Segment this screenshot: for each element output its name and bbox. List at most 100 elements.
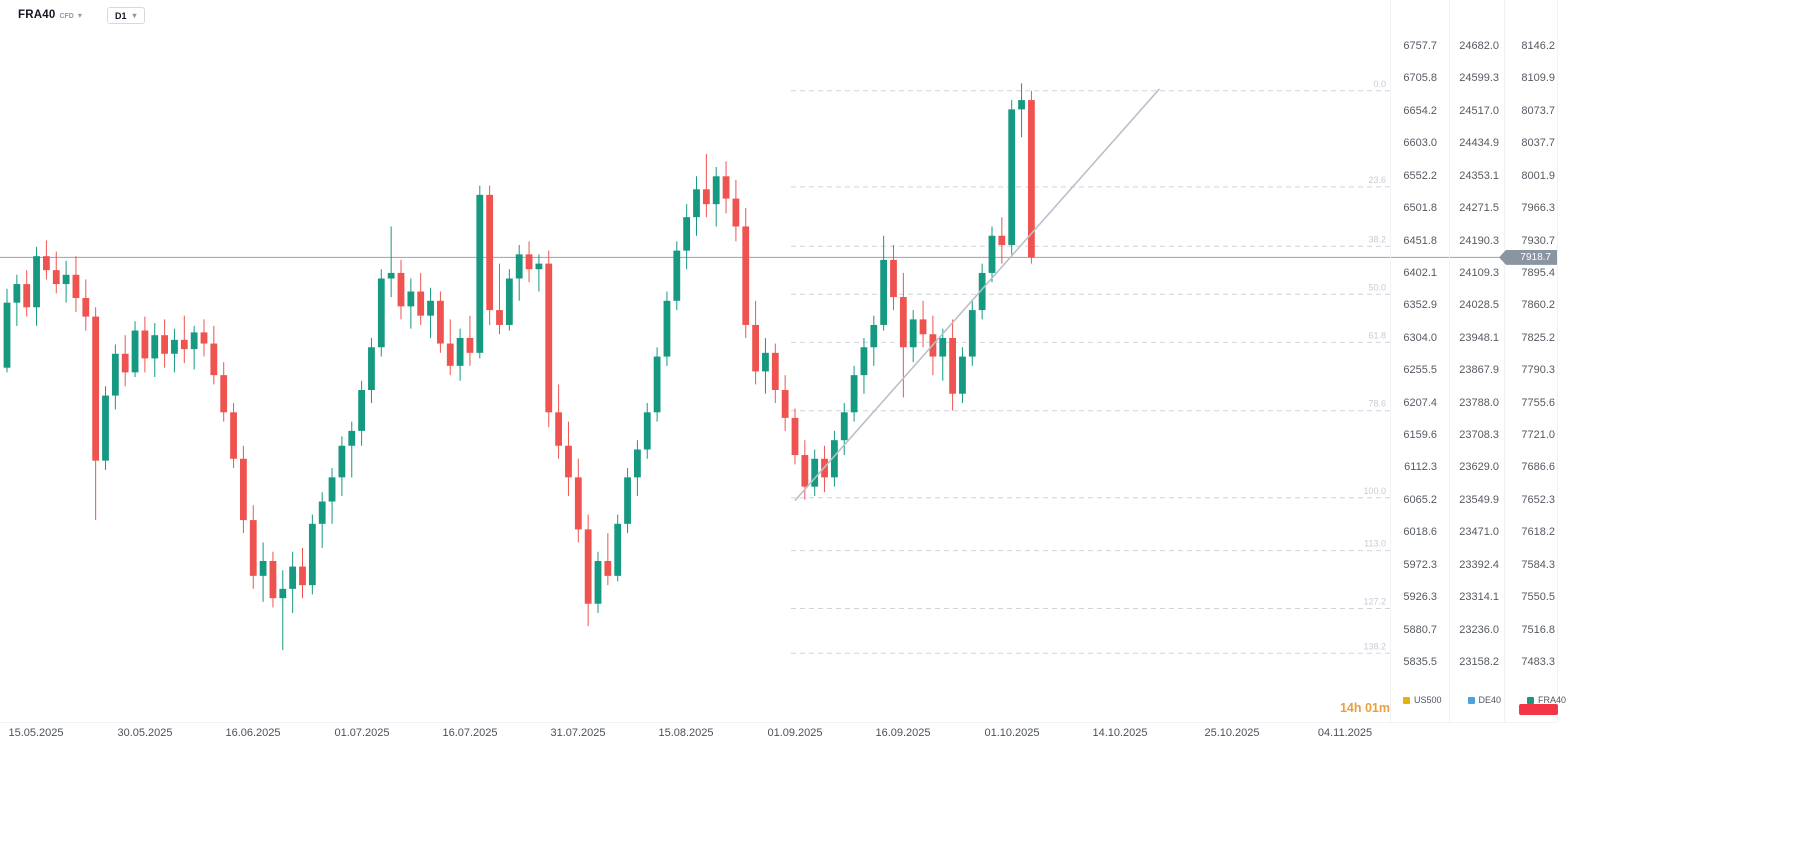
candle[interactable]	[978, 263, 986, 320]
candle[interactable]	[988, 226, 996, 283]
candle[interactable]	[407, 278, 415, 329]
candle[interactable]	[308, 514, 316, 595]
candle[interactable]	[348, 421, 356, 478]
candle[interactable]	[131, 321, 139, 377]
candle[interactable]	[161, 319, 168, 368]
candle[interactable]	[732, 179, 740, 242]
candle[interactable]	[683, 204, 691, 270]
candle[interactable]	[870, 315, 878, 366]
candle[interactable]	[594, 551, 602, 614]
candle[interactable]	[811, 449, 819, 496]
symbol-selector[interactable]: FRA40 CFD ▾	[18, 9, 82, 21]
candle[interactable]	[663, 291, 671, 366]
candle[interactable]	[338, 436, 346, 496]
candle[interactable]	[1018, 83, 1025, 138]
candle[interactable]	[752, 300, 759, 385]
candle[interactable]	[525, 241, 533, 283]
candle[interactable]	[742, 207, 750, 338]
price-scale[interactable]: 6757.7 24682.0 8146.2 6705.8 24599.3 8109.9 66…	[1390, 0, 1558, 722]
candle[interactable]	[446, 319, 454, 376]
candle[interactable]	[437, 291, 444, 353]
candle[interactable]	[13, 274, 21, 326]
candle[interactable]	[358, 380, 365, 446]
time-axis[interactable]: 15.05.2025 30.05.2025 16.06.2025 01.07.2025…	[0, 727, 1560, 743]
candle[interactable]	[387, 226, 395, 298]
candle[interactable]	[486, 185, 494, 325]
candle[interactable]	[466, 315, 474, 366]
candle[interactable]	[831, 430, 838, 487]
candle[interactable]	[180, 315, 188, 364]
candle[interactable]	[968, 300, 976, 366]
candle[interactable]	[919, 300, 927, 348]
candle[interactable]	[634, 440, 641, 496]
candle[interactable]	[230, 403, 237, 469]
candle[interactable]	[801, 440, 809, 500]
candle[interactable]	[368, 337, 375, 404]
candle[interactable]	[328, 468, 336, 524]
candle[interactable]	[850, 365, 858, 422]
candle[interactable]	[909, 310, 917, 363]
candle[interactable]	[240, 445, 247, 534]
candle[interactable]	[279, 570, 287, 651]
candle[interactable]	[23, 270, 31, 317]
candle[interactable]	[702, 153, 710, 218]
candle[interactable]	[220, 362, 228, 422]
candle[interactable]	[259, 542, 267, 602]
candle[interactable]	[121, 335, 129, 387]
candle[interactable]	[102, 386, 109, 470]
fra40-price-badge[interactable]	[1519, 704, 1558, 715]
candle[interactable]	[771, 343, 779, 404]
candle[interactable]	[456, 328, 464, 381]
candle[interactable]	[880, 235, 888, 331]
candle[interactable]	[82, 279, 90, 331]
candle[interactable]	[653, 347, 661, 422]
candle[interactable]	[890, 245, 897, 311]
candle[interactable]	[584, 514, 592, 627]
candle[interactable]	[496, 263, 503, 335]
candle[interactable]	[397, 259, 405, 320]
candle[interactable]	[171, 328, 178, 373]
fib-retracement-tool[interactable]: 0.0 23.6 38.2 50.0 61.8 78.6 100.0 113.0 127.2 13…	[791, 79, 1390, 654]
candle[interactable]	[318, 492, 326, 548]
candle[interactable]	[141, 316, 149, 373]
candle[interactable]	[190, 325, 198, 370]
candle[interactable]	[535, 254, 543, 292]
candle[interactable]	[860, 337, 868, 394]
legend-item-de40[interactable]: DE40	[1467, 695, 1501, 705]
candle[interactable]	[476, 185, 484, 359]
timeframe-selector[interactable]: D1 ▾	[107, 7, 145, 24]
candle[interactable]	[693, 176, 700, 236]
candle[interactable]	[92, 307, 100, 521]
legend-item-us500[interactable]: US500	[1403, 695, 1442, 705]
chart-canvas[interactable]: 0.0 23.6 38.2 50.0 61.8 78.6 100.0 113.0 127.2 13…	[0, 0, 1810, 750]
candle[interactable]	[722, 161, 730, 214]
candle[interactable]	[604, 533, 612, 586]
candle[interactable]	[1028, 90, 1035, 264]
candle[interactable]	[505, 269, 513, 331]
candle[interactable]	[269, 551, 277, 608]
candle[interactable]	[949, 319, 956, 411]
candle[interactable]	[624, 468, 631, 534]
candle[interactable]	[417, 272, 425, 325]
candle[interactable]	[111, 344, 119, 410]
candle[interactable]	[151, 323, 159, 377]
candle[interactable]	[427, 287, 434, 338]
candle[interactable]	[52, 251, 60, 294]
candle[interactable]	[545, 250, 553, 428]
trendline[interactable]	[794, 88, 1161, 502]
candle[interactable]	[762, 337, 769, 394]
candle[interactable]	[998, 217, 1006, 264]
candle[interactable]	[377, 269, 385, 357]
candle[interactable]	[614, 514, 622, 582]
candle[interactable]	[210, 325, 218, 385]
candle[interactable]	[574, 458, 582, 543]
candle[interactable]	[712, 166, 720, 227]
candle[interactable]	[643, 403, 651, 459]
candle[interactable]	[959, 347, 966, 404]
candle[interactable]	[899, 272, 907, 398]
candle[interactable]	[555, 384, 562, 459]
candle[interactable]	[791, 408, 799, 465]
candle[interactable]	[1008, 100, 1016, 255]
candle[interactable]	[840, 403, 848, 456]
candle[interactable]	[673, 241, 681, 311]
